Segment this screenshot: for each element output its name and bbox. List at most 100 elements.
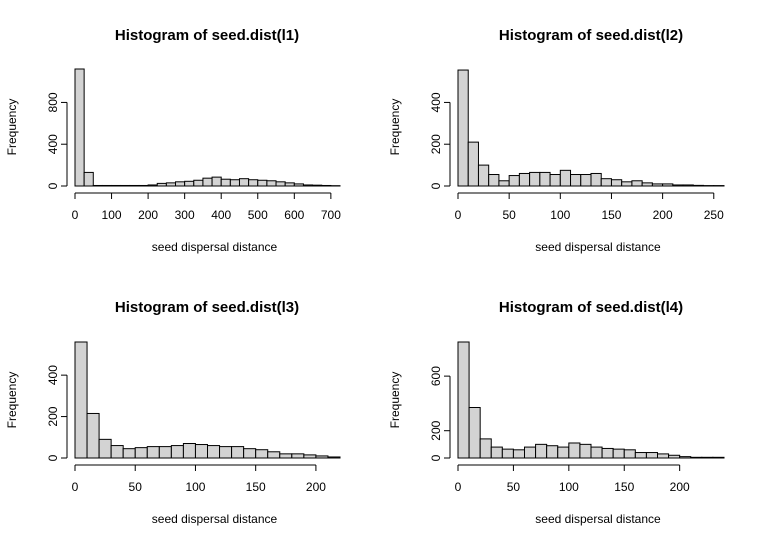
x-tick-label: 200 <box>653 208 673 222</box>
histogram-bar <box>651 183 664 187</box>
x-tick-label: 150 <box>601 208 621 222</box>
y-tick-label: 0 <box>46 182 60 189</box>
histogram-bar <box>529 171 541 187</box>
histogram-bar <box>220 178 231 187</box>
y-tick-label: 400 <box>46 365 60 385</box>
histogram-bar <box>275 181 286 187</box>
x-tick-label: 0 <box>455 208 462 222</box>
histogram-bar <box>257 179 268 187</box>
x-tick-label: 200 <box>306 480 326 494</box>
histogram-bar <box>211 176 222 187</box>
y-tick-label: 0 <box>46 454 60 461</box>
x-tick-label: 500 <box>248 208 268 222</box>
x-axis-label: seed dispersal distance <box>152 512 278 526</box>
histogram-bar <box>568 442 581 459</box>
histogram-bar <box>512 449 526 459</box>
histogram-bar <box>194 444 208 459</box>
histogram-bar <box>248 179 259 187</box>
histogram-panel: Histogram of seed.dist(l4) 0 50 100 150 200 0 2… <box>388 299 725 526</box>
histogram-bar <box>291 453 305 459</box>
histogram-bar <box>634 452 647 459</box>
histogram-bar <box>546 445 559 459</box>
histogram-bar <box>315 455 329 459</box>
x-axis-label: seed dispersal distance <box>535 512 661 526</box>
histogram-bar <box>690 456 703 459</box>
histogram-bar <box>122 448 136 459</box>
x-tick-label: 50 <box>507 480 521 494</box>
histogram-bar <box>175 181 186 187</box>
chart-title: Histogram of seed.dist(l1) <box>115 27 299 44</box>
x-tick-label: 50 <box>129 480 143 494</box>
x-tick-label: 300 <box>175 208 195 222</box>
histogram-bar <box>193 179 204 187</box>
y-tick-label: 200 <box>46 406 60 426</box>
histogram-bar <box>631 180 643 187</box>
x-tick-label: 100 <box>559 480 579 494</box>
histogram-bar <box>219 446 233 459</box>
histogram-bar <box>284 182 295 187</box>
histogram-bar <box>293 183 304 187</box>
histogram-bar <box>590 172 602 187</box>
histogram-bar <box>83 171 94 187</box>
histogram-bar <box>158 446 172 459</box>
x-tick-label: 200 <box>670 480 690 494</box>
histogram-bar <box>518 172 531 187</box>
histogram-bar <box>147 184 158 187</box>
histogram-bar <box>182 443 196 459</box>
histogram-bar <box>321 184 332 187</box>
y-axis-label: Frequency <box>388 372 402 429</box>
histogram-bar <box>110 445 124 459</box>
histogram-bar <box>243 448 257 459</box>
histogram-bar <box>231 446 245 459</box>
histogram-bar <box>207 445 221 459</box>
histogram-bar <box>101 184 113 187</box>
x-tick-label: 0 <box>455 480 462 494</box>
histogram-bar <box>457 341 470 459</box>
chart-title: Histogram of seed.dist(l4) <box>499 299 683 316</box>
y-tick-label: 200 <box>429 420 443 440</box>
histogram-bar <box>600 178 612 187</box>
y-tick-label: 0 <box>429 454 443 461</box>
y-axis-label: Frequency <box>5 372 19 429</box>
histogram-bar <box>579 443 592 459</box>
x-tick-label: 0 <box>72 208 79 222</box>
histogram-bar <box>662 183 674 187</box>
histogram-bar <box>580 174 592 187</box>
x-tick-label: 400 <box>211 208 231 222</box>
x-tick-label: 200 <box>138 208 158 222</box>
histogram-bar <box>535 443 548 459</box>
y-tick-label: 400 <box>429 92 443 112</box>
histogram-bar <box>184 180 195 187</box>
histogram-panel: Histogram of seed.dist(l2) 0 50 100 150 200 25… <box>388 27 725 254</box>
x-axis-label: seed dispersal distance <box>535 240 661 254</box>
x-tick-label: 0 <box>72 480 79 494</box>
histogram-bar <box>590 446 603 459</box>
histogram-bar <box>692 184 705 187</box>
histogram-bar <box>202 177 213 187</box>
chart-title: Histogram of seed.dist(l3) <box>115 299 299 316</box>
x-axis-label: seed dispersal distance <box>152 240 278 254</box>
histogram-bar <box>672 184 684 187</box>
histogram-bar <box>98 438 112 459</box>
histogram-bar <box>238 178 250 187</box>
histogram-bar <box>165 182 177 187</box>
histogram-bar <box>621 181 633 187</box>
histogram-bar <box>682 184 694 187</box>
histogram-bar <box>539 171 551 187</box>
histogram-bar <box>641 182 653 187</box>
x-tick-label: 100 <box>185 480 205 494</box>
histogram-bar <box>312 184 323 187</box>
histogram-bar <box>170 445 184 459</box>
x-tick-label: 700 <box>321 208 341 222</box>
histogram-bar <box>266 180 277 187</box>
histogram-bar <box>229 179 240 187</box>
histogram-bar <box>267 451 281 459</box>
y-axis-label: Frequency <box>388 99 402 156</box>
histogram-bar <box>488 174 500 187</box>
histogram-bar <box>712 456 725 459</box>
y-tick-label: 600 <box>429 366 443 386</box>
histogram-bar <box>74 341 88 459</box>
histogram-bar <box>92 184 103 187</box>
histogram-bar <box>679 456 692 459</box>
histogram-bar <box>668 454 681 459</box>
